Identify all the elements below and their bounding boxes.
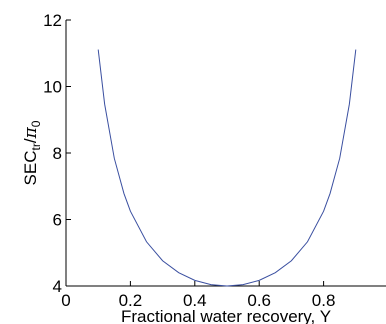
- x-tick-label: 0: [61, 291, 70, 310]
- y-axis-label-sub: tr: [29, 143, 43, 150]
- x-tick-label: 0.4: [183, 291, 207, 310]
- y-axis-label-sep: /: [21, 138, 40, 143]
- y-axis-label: SECtr/π0: [21, 120, 43, 185]
- x-tick-label: 0.8: [312, 291, 336, 310]
- series-line: [97, 49, 357, 287]
- plot-axes: [65, 20, 386, 287]
- y-tick-label: 4: [53, 277, 62, 296]
- x-axis-label: Fractional water recovery, Y: [121, 307, 331, 324]
- series-group: [97, 49, 357, 287]
- y-tick-label: 8: [53, 144, 62, 163]
- y-axis-label-pi-sub: 0: [29, 120, 43, 127]
- svg-text:SECtr/π0: SECtr/π0: [21, 120, 43, 185]
- y-tick-label: 10: [43, 78, 62, 97]
- y-tick-label: 6: [53, 211, 62, 230]
- x-tick-label: 0.6: [247, 291, 271, 310]
- x-tick-label: 0.2: [119, 291, 143, 310]
- y-axis-label-pi: π: [21, 126, 41, 139]
- y-axis-label-main: SEC: [21, 150, 40, 185]
- x-ticks: 0 0.2 0.4 0.6 0.8: [61, 281, 335, 310]
- y-ticks: 4 6 8 10 12: [43, 11, 71, 296]
- y-tick-label: 12: [43, 11, 62, 30]
